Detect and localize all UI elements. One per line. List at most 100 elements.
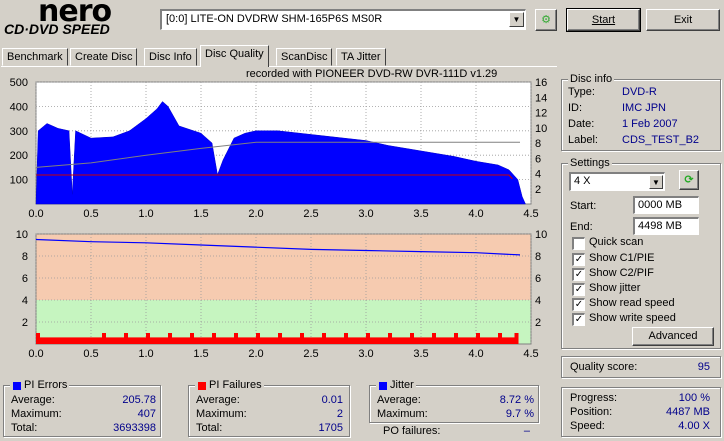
chevron-down-icon[interactable]: ▼ xyxy=(649,175,663,189)
jitter-average-value: 8.72 % xyxy=(499,394,534,406)
pie-series-area xyxy=(35,101,526,205)
y-right-tick-label: 8 xyxy=(535,138,541,150)
jitter-legend-swatch xyxy=(379,382,387,390)
pi-failures-title: PI Failures xyxy=(195,379,264,391)
x-tick-label: 2.0 xyxy=(248,348,263,360)
cd-dvd-speed-logo: CD·DVD SPEED xyxy=(4,21,110,37)
pi-errors-legend-swatch xyxy=(13,382,21,390)
x-tick-label: 4.5 xyxy=(523,348,538,360)
jitter-ok-zone xyxy=(36,300,531,344)
show-pie-checkbox[interactable]: ✓ xyxy=(572,253,585,266)
progress-label: Progress: xyxy=(570,392,618,404)
jitter-average-label: Average: xyxy=(377,394,421,406)
x-tick-label: 0.0 xyxy=(28,208,43,220)
start-button-label: Start xyxy=(591,14,616,26)
pi-errors-title: PI Errors xyxy=(10,379,70,391)
y-right-tick-label: 6 xyxy=(535,273,541,285)
pi-errors-total-label: Total: xyxy=(11,422,38,434)
y-right-tick-label: 2 xyxy=(535,184,541,196)
x-tick-label: 3.5 xyxy=(413,348,428,360)
pi-failures-maximum-label: Maximum: xyxy=(196,408,247,420)
show-pif-checkbox[interactable]: ✓ xyxy=(572,268,585,281)
pi-errors-average-value: 205.78 xyxy=(122,394,156,406)
tab-create-disc[interactable]: Create Disc xyxy=(70,48,138,66)
x-tick-label: 1.5 xyxy=(193,208,208,220)
show-read-speed-checkbox[interactable]: ✓ xyxy=(572,298,585,311)
x-tick-label: 3.0 xyxy=(358,348,373,360)
y-left-tick-label: 4 xyxy=(22,295,28,307)
x-tick-label: 4.0 xyxy=(468,348,483,360)
settings-group: Settings 4 X ▼ ⟳ Start: 0000 MB End: 449… xyxy=(561,157,721,349)
show-jitter-label: Show jitter xyxy=(589,282,641,294)
po-failures-label: PO failures: xyxy=(383,425,441,437)
y-right-tick-label: 16 xyxy=(535,77,547,89)
disc-date-label: Date: xyxy=(568,118,595,130)
disc-id-value: IMC JPN xyxy=(622,102,666,114)
tab-disc-quality[interactable]: Disc Quality xyxy=(200,45,269,67)
y-left-tick-label: 500 xyxy=(10,77,28,89)
y-right-tick-label: 2 xyxy=(535,317,541,329)
x-tick-label: 0.5 xyxy=(83,208,98,220)
speed-label: Speed: xyxy=(570,420,605,432)
start-field-value: 0000 MB xyxy=(638,199,683,211)
disc-date-value: 1 Feb 2007 xyxy=(622,118,678,130)
y-right-tick-label: 10 xyxy=(535,229,547,241)
x-tick-label: 1.0 xyxy=(138,208,153,220)
y-right-tick-label: 4 xyxy=(535,295,541,307)
jitter-maximum-label: Maximum: xyxy=(377,408,428,420)
show-jitter-checkbox[interactable]: ✓ xyxy=(572,283,585,296)
exit-button[interactable]: Exit xyxy=(646,9,720,31)
progress-value: 100 % xyxy=(678,392,710,404)
pi-failures-group: PI Failures Average: 0.01 Maximum: 2 Tot… xyxy=(188,379,350,437)
drive-select[interactable]: [0:0] LITE-ON DVDRW SHM-165P6S MS0R ▼ xyxy=(160,9,526,30)
chart-header: recorded with PIONEER DVD-RW DVR-111D v1… xyxy=(246,68,498,80)
pi-failures-total-value: 1705 xyxy=(318,422,343,434)
drive-info-icon: ⚙ xyxy=(541,14,551,26)
show-pif-label: Show C2/PIF xyxy=(589,267,654,279)
tab-ta-jitter[interactable]: TA Jitter xyxy=(336,48,386,66)
y-left-tick-label: 400 xyxy=(10,101,28,113)
y-left-tick-label: 2 xyxy=(22,317,28,329)
write-speed-line xyxy=(36,174,513,180)
start-field[interactable]: 0000 MB xyxy=(633,196,699,214)
refresh-button[interactable]: ⟳ xyxy=(679,170,699,190)
pi-failures-average-label: Average: xyxy=(196,394,240,406)
y-left-tick-label: 100 xyxy=(10,175,28,187)
disc-quality-charts: 0.0 0.5 1.0 1.5 2.0 2.5 3.0 3.5 4.0 4.5 500 400 300 2… xyxy=(10,77,548,360)
x-tick-label: 4.5 xyxy=(523,208,538,220)
tab-benchmark[interactable]: Benchmark xyxy=(2,48,68,66)
chevron-down-icon[interactable]: ▼ xyxy=(509,12,524,27)
nero-logo: nero xyxy=(38,0,112,29)
position-value: 4487 MB xyxy=(665,406,710,418)
x-tick-label: 4.0 xyxy=(468,208,483,220)
x-tick-label: 1.0 xyxy=(138,348,153,360)
drive-info-button[interactable]: ⚙ xyxy=(535,9,557,31)
tab-disc-info[interactable]: Disc Info xyxy=(144,48,197,66)
jitter-warning-zone xyxy=(36,234,531,300)
speed-value: 4.00 X xyxy=(678,420,710,432)
jitter-maximum-value: 9.7 % xyxy=(505,408,534,420)
exit-button-label: Exit xyxy=(673,14,693,26)
start-button[interactable]: Start xyxy=(566,8,641,32)
speed-select[interactable]: 4 X ▼ xyxy=(569,172,665,191)
pi-failures-average-value: 0.01 xyxy=(321,394,343,406)
pi-failures-legend-swatch xyxy=(198,382,206,390)
speed-select-value: 4 X xyxy=(574,175,591,187)
x-tick-label: 0.0 xyxy=(28,348,43,360)
disc-label-label: Label: xyxy=(568,134,598,146)
y-right-tick-label: 14 xyxy=(535,92,547,104)
show-pie-label: Show C1/PIE xyxy=(589,252,655,264)
end-field[interactable]: 4498 MB xyxy=(633,217,699,235)
show-read-speed-label: Show read speed xyxy=(589,297,675,309)
tab-scandisc[interactable]: ScanDisc xyxy=(276,48,333,66)
advanced-button[interactable]: Advanced xyxy=(632,327,714,346)
disc-info-title: Disc info xyxy=(568,73,615,85)
quality-score-label: Quality score: xyxy=(570,361,638,373)
quality-score-box: Quality score: 95 xyxy=(561,356,721,378)
show-write-speed-checkbox[interactable]: ✓ xyxy=(572,313,585,326)
quick-scan-checkbox[interactable] xyxy=(572,237,585,250)
refresh-icon: ⟳ xyxy=(684,174,694,186)
x-tick-label: 2.5 xyxy=(303,348,318,360)
end-field-value: 4498 MB xyxy=(638,220,683,232)
show-write-speed-label: Show write speed xyxy=(589,312,676,324)
